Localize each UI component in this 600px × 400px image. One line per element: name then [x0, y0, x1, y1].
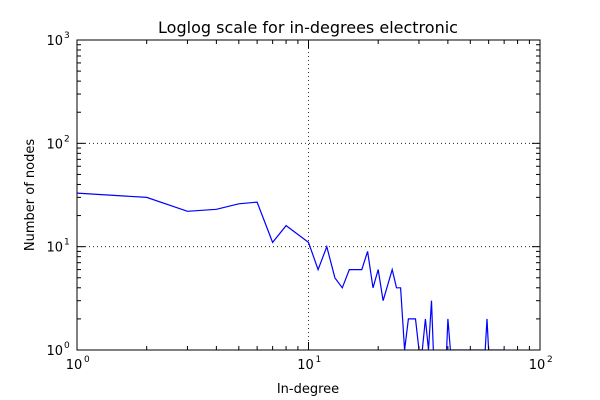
series-line-layer: [77, 192, 505, 350]
x-tick-exponent: 1: [316, 355, 322, 365]
x-tick-label: 10: [297, 358, 314, 373]
y-tick-label: 10: [46, 137, 63, 152]
x-axis-label: In-degree: [277, 382, 339, 397]
y-tick-label: 10: [46, 34, 63, 49]
y-tick-exponent: 2: [64, 134, 70, 144]
x-tick-labels: 10 0 10 1 10 2: [66, 355, 553, 373]
x-tick-exponent: 0: [84, 355, 90, 365]
y-tick-label: 10: [46, 344, 63, 359]
y-axis-label: Number of nodes: [23, 139, 38, 251]
y-tick-exponent: 1: [64, 238, 70, 248]
series-line: [77, 192, 505, 350]
y-tick-exponent: 3: [64, 31, 70, 41]
x-tick-label: 10: [529, 358, 546, 373]
chart-title: Loglog scale for in-degrees electronic: [158, 18, 458, 37]
y-tick-exponent: 0: [64, 341, 70, 351]
x-tick-label: 10: [66, 358, 83, 373]
x-tick-exponent: 2: [547, 355, 553, 365]
y-tick-label: 10: [46, 241, 63, 256]
plot-frame: [76, 39, 541, 351]
